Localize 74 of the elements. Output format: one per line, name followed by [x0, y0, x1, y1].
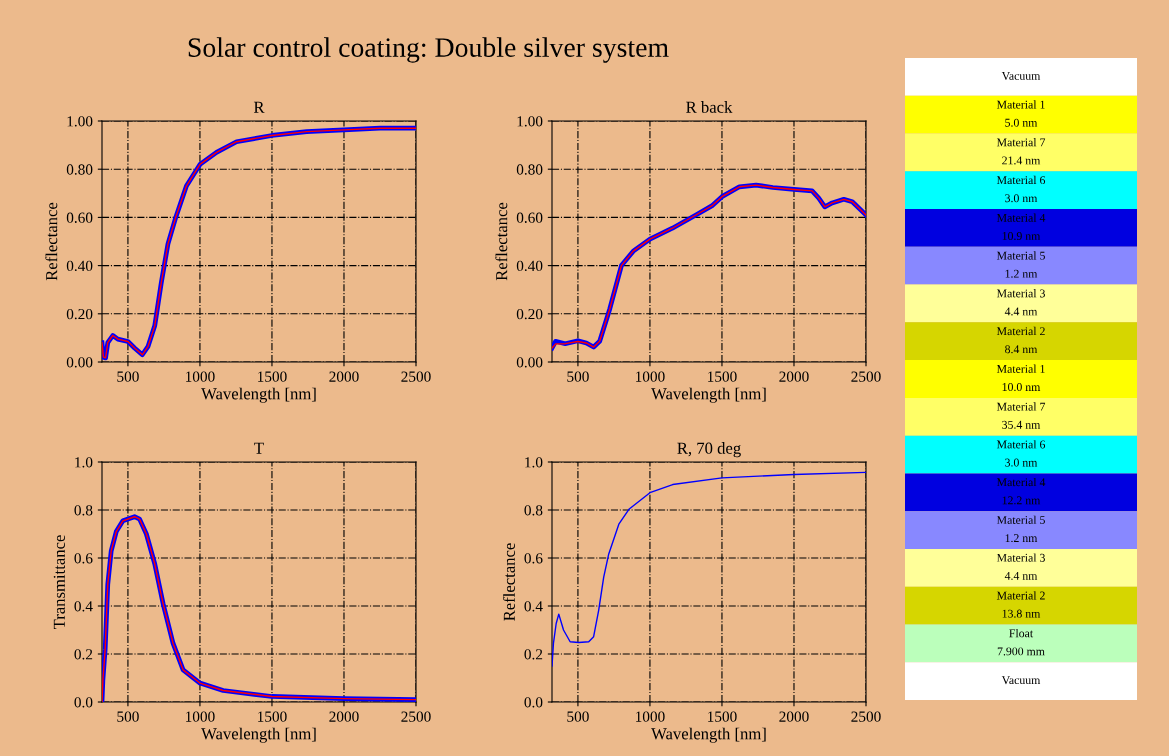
x-tick-label: 1500 — [258, 371, 287, 382]
y-tick-label: 0.0 — [524, 697, 543, 708]
x-tick-label: 2500 — [851, 711, 881, 722]
chart-title: R back — [686, 101, 733, 113]
y-tick-label: 1.00 — [517, 116, 543, 127]
y-tick-label: 0.60 — [516, 212, 543, 223]
x-tick-label: 500 — [117, 371, 139, 382]
category-label: Vacuum — [1001, 676, 1041, 685]
category-label: Material 1 10.0 nm — [996, 364, 1045, 392]
category-label: Material 4 12.2 nm — [996, 477, 1046, 505]
category-label: Material 5 1.2 nm — [996, 251, 1045, 278]
y-tick-label: 1.00 — [67, 116, 93, 127]
x-axis-title: Wavelength [nm] — [651, 727, 766, 743]
x-tick-label: 2500 — [401, 711, 431, 722]
category-label: Vacuum — [1001, 71, 1041, 80]
y-tick-label: 1.0 — [75, 457, 93, 468]
x-tick-label: 1500 — [258, 711, 287, 722]
y-axis-title: Reflectance — [503, 543, 515, 621]
x-tick-label: 1000 — [636, 711, 665, 722]
category-label: Material 1 5.0 nm — [996, 100, 1045, 127]
x-tick-label: 2000 — [329, 371, 359, 382]
x-axis-title: Wavelength [nm] — [201, 727, 316, 743]
y-tick-label: 0.80 — [516, 164, 543, 175]
category-label: Material 2 13.8 nm — [996, 591, 1045, 618]
chart-title: T — [254, 442, 264, 454]
y-tick-label: 0.8 — [524, 505, 543, 516]
x-tick-label: 500 — [117, 711, 139, 722]
category-label: Material 2 8.4 nm — [996, 326, 1045, 354]
x-tick-label: 2500 — [401, 371, 431, 382]
category-label: Material 7 35.4 nm — [996, 402, 1046, 429]
y-tick-label: 0.0 — [74, 697, 93, 708]
category-label: Float 7.900 mm — [997, 628, 1045, 656]
category-label: Material 6 3.0 nm — [996, 175, 1046, 203]
chart-title: R, 70 deg — [677, 442, 741, 458]
y-axis-title: Reflectance — [495, 202, 508, 281]
y-tick-label: 0.2 — [524, 649, 543, 660]
y-tick-label: 0.2 — [74, 649, 93, 660]
category-label: Material 7 21.4 nm — [996, 138, 1046, 165]
x-tick-label: 1500 — [708, 371, 737, 382]
category-label: Material 4 10.9 nm — [996, 213, 1046, 240]
y-tick-label: 1.0 — [525, 457, 543, 468]
y-tick-label: 0.6 — [74, 553, 93, 564]
x-axis-title: Wavelength [nm] — [651, 387, 766, 403]
y-tick-label: 0.00 — [516, 357, 543, 368]
y-tick-label: 0.20 — [516, 308, 543, 320]
y-axis-title: Transmittance — [53, 535, 65, 630]
category-label: Material 3 4.4 nm — [996, 553, 1045, 580]
y-tick-label: 0.60 — [66, 212, 93, 223]
x-tick-label: 1000 — [186, 711, 215, 722]
x-tick-label: 500 — [567, 711, 589, 722]
y-tick-label: 0.40 — [516, 260, 543, 272]
x-tick-label: 1000 — [186, 371, 215, 382]
text: Solar control coating: Double silver system — [188, 37, 669, 63]
y-tick-label: 0.8 — [74, 505, 93, 516]
y-axis-title: Reflectance — [45, 202, 58, 281]
x-tick-label: 500 — [567, 371, 589, 382]
x-tick-label: 2000 — [779, 711, 809, 722]
category-label: Material 3 4.4 nm — [996, 289, 1045, 316]
y-tick-label: 0.4 — [74, 601, 93, 612]
x-tick-label: 1500 — [708, 711, 737, 722]
y-tick-label: 0.6 — [524, 553, 543, 564]
x-tick-label: 2500 — [851, 371, 881, 382]
x-tick-label: 1000 — [636, 371, 665, 382]
y-tick-label: 0.80 — [66, 164, 93, 175]
y-tick-label: 0.40 — [66, 260, 93, 272]
y-tick-label: 0.4 — [524, 601, 543, 612]
x-tick-label: 2000 — [779, 371, 809, 382]
category-label: Material 6 3.0 nm — [996, 440, 1046, 467]
y-tick-label: 0.00 — [66, 357, 93, 368]
x-tick-label: 2000 — [329, 711, 359, 722]
x-axis-title: Wavelength [nm] — [201, 387, 316, 403]
category-label: Material 5 1.2 nm — [996, 515, 1045, 543]
y-tick-label: 0.20 — [66, 308, 93, 320]
chart-title: R — [253, 101, 265, 113]
